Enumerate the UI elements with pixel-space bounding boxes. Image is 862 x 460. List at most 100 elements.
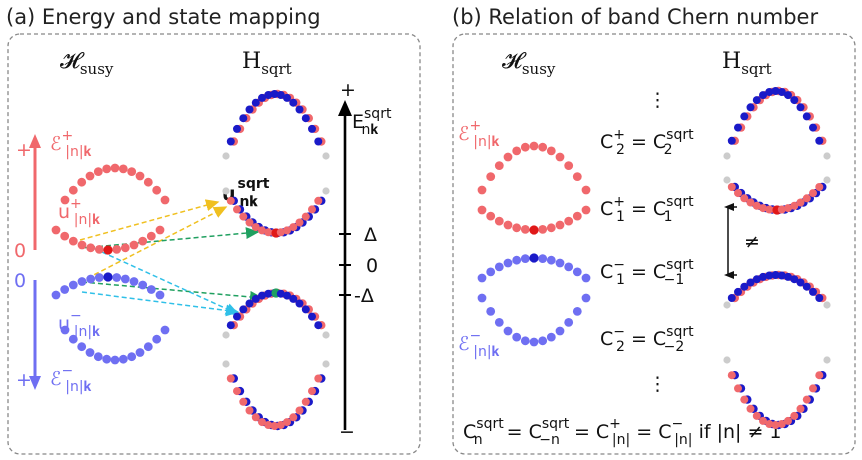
susy-a-minus-upper-dot (146, 285, 156, 294)
susy-b-plus-upper-dot (564, 161, 574, 171)
sqrt-a-band-3-dot (301, 305, 310, 314)
panel-b-frame (452, 33, 856, 455)
susy-a-plus-upper-dot (93, 167, 103, 177)
sqrt-a-band-4-dot (264, 421, 273, 429)
sqrt-b-band-1-dot (796, 103, 805, 112)
chern-eq-2-plus: C+ 2 = Csqrt 2 (600, 127, 694, 158)
sqrt-b-band-4-dot (771, 421, 780, 429)
sqrt-a-band-3-dot (295, 299, 304, 308)
susy-a-plus-upper-dot (77, 177, 87, 187)
susy-b-minus-lower-dot (512, 332, 522, 342)
axis-top-plus: + (340, 79, 356, 101)
susy-b-minus-lower-dot (477, 293, 487, 303)
sqrt-b-band-2-dot (777, 205, 786, 214)
susy-b-minus-upper-dot (529, 253, 539, 263)
sqrt-b-band-1-dot (746, 103, 755, 112)
sqrt-a-band-3-dot (251, 294, 260, 303)
sqrt-b-band-2-dot (723, 176, 731, 184)
vdots-bottom: ⋮ (648, 373, 667, 395)
susy-b-plus-lower (477, 205, 591, 235)
sqrt-b-band-1-dot (802, 112, 811, 121)
sqrt-b-band-2-dot (746, 198, 755, 207)
susy-b-plus-lower-dot (512, 223, 522, 233)
sqrt-b-band-2-dot (802, 194, 811, 203)
sqrt-b-band-3-dot (746, 278, 755, 287)
sqrt-a-band-3-dot (283, 291, 291, 300)
susy-b-minus-lower-dot (564, 318, 574, 327)
susy-b-plus-upper-dot (538, 142, 548, 152)
susy-a-plus-lower-dot (51, 225, 61, 235)
susy-a-minus-lower-dot (135, 348, 145, 357)
sqrt-a-band-4-dot (233, 387, 241, 396)
susy-a-minus-lower-dot (77, 342, 87, 352)
sqrt-a-band-2-dot (264, 228, 273, 237)
susy-b-plus-lower-dot (538, 225, 548, 234)
susy-b-minus-upper-dot (503, 258, 513, 268)
susy-b-minus-upper-dot (564, 262, 574, 272)
red-plus-mark: + (16, 139, 32, 161)
susy-a-minus-upper (51, 272, 165, 300)
sqrt-a-band-2-dot (295, 218, 304, 227)
susy-b-plus-lower-dot (546, 223, 556, 233)
sqrt-b-band-3-dot (823, 301, 831, 309)
sqrt-b-band-1-dot (723, 152, 731, 160)
arrow-uminus-to-usqrt-gold (79, 206, 228, 283)
sqrt-a-band-3-dot (264, 289, 273, 298)
sqrt-b-band-1-dot (823, 152, 831, 160)
susy-b-minus-lower-dot (529, 337, 539, 347)
chern-equality-formula: Csqrt n = Csqrt −n = C+ |n| = C− |n| if |n| … (463, 416, 782, 448)
susy-a-minus-lower-dot (60, 325, 70, 335)
chern-eq-1-minus: C− 1 = Csqrt −1 (600, 257, 694, 288)
sqrt-b-band-3-dot (802, 282, 811, 291)
sqrt-b-band-2-dot (784, 204, 792, 213)
susy-b-plus-upper-dot (486, 172, 496, 182)
susy-b-plus-lower-dot (520, 225, 530, 234)
sqrt-a-band-1-dot (301, 114, 310, 123)
susy-a-plus-lower (51, 225, 165, 255)
susy-a-plus-upper-dot (85, 171, 95, 181)
sqrt-b-band-4-dot (815, 371, 824, 380)
band-dots (51, 86, 831, 431)
sqrt-a-band-2-dot (308, 205, 316, 214)
panel-b-header-sqrt: Hsqrt (722, 49, 772, 78)
susy-a-minus-lower-dot (160, 325, 170, 335)
susy-b-plus-upper-dot (555, 152, 565, 162)
panel-a-header-susy: 𝓗susy (60, 49, 114, 78)
sqrt-b-band-4 (723, 356, 831, 430)
susy-a-plus-lower-dot (77, 240, 87, 250)
susy-b-plus-lower-dot (529, 225, 539, 235)
sqrt-b-band-2-dot (727, 183, 736, 191)
sqrt-a-band-1-dot (233, 124, 241, 133)
red-zero-mark: 0 (14, 240, 26, 262)
susy-b-plus-lower-dot (564, 216, 574, 226)
susy-a-minus-lower-dot (93, 352, 103, 362)
susy-a-minus-upper-dot (51, 290, 61, 300)
sqrt-b-band-3-dot (815, 294, 824, 302)
sqrt-b-band-3-dot (777, 271, 786, 280)
susy-b-minus-upper-dot (486, 267, 496, 277)
sqrt-a-band-4-dot (270, 422, 279, 430)
sqrt-a-band-4-dot (245, 406, 254, 415)
sqrt-b-band-2-dot (740, 194, 749, 203)
sqrt-b-band-3-dot (765, 271, 774, 280)
tick-delta-label: Δ (364, 224, 377, 246)
sqrt-a-band-4-dot (314, 374, 323, 383)
sqrt-b-band-2 (723, 176, 831, 215)
susy-b-minus-lower-dot (546, 332, 556, 342)
sqrt-a-band-4-dot (251, 413, 260, 422)
sqrt-b-band-1-dot (759, 91, 767, 100)
neq-bracket-arrow-top (724, 203, 734, 211)
sqrt-b-band-4-dot (796, 404, 805, 413)
panel-a-header-sqrt: Hsqrt (242, 49, 292, 78)
chern-eq-1-plus: C+ 1 = Csqrt 1 (600, 194, 694, 225)
susy-a-minus-upper-dot (129, 277, 139, 286)
susy-a-minus-lower-dot (127, 352, 137, 362)
panel-b-title: (b) Relation of band Chern number (452, 5, 818, 29)
sqrt-b-band-3-dot (734, 287, 742, 296)
sqrt-b-band-4-dot (723, 356, 731, 364)
sqrt-a-band-2-dot (245, 218, 254, 227)
sqrt-b-band-3-dot (723, 301, 731, 309)
susy-a-minus-upper-dot (155, 290, 165, 300)
blue-plus-mark: + (16, 369, 32, 391)
sqrt-a-band-1-dot (314, 137, 323, 146)
